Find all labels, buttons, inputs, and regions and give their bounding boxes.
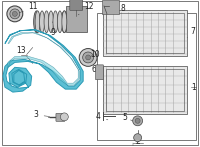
- Text: 5: 5: [123, 113, 133, 122]
- Ellipse shape: [62, 11, 67, 33]
- FancyBboxPatch shape: [96, 65, 103, 80]
- Ellipse shape: [44, 11, 49, 33]
- Ellipse shape: [34, 11, 40, 33]
- Ellipse shape: [35, 11, 40, 33]
- Text: 7: 7: [187, 27, 195, 38]
- Text: 13: 13: [16, 46, 26, 55]
- Circle shape: [83, 52, 94, 63]
- Text: 3: 3: [34, 110, 50, 119]
- Text: 9: 9: [50, 22, 55, 37]
- Circle shape: [10, 9, 20, 19]
- Text: 11: 11: [19, 2, 38, 13]
- Text: 6: 6: [91, 65, 97, 74]
- Text: 4: 4: [96, 112, 108, 121]
- Circle shape: [133, 116, 143, 126]
- Text: 2: 2: [135, 137, 140, 146]
- Ellipse shape: [53, 11, 58, 33]
- Circle shape: [79, 49, 97, 66]
- FancyBboxPatch shape: [103, 10, 187, 56]
- Circle shape: [60, 113, 68, 121]
- Circle shape: [86, 55, 91, 60]
- Ellipse shape: [49, 11, 53, 33]
- FancyBboxPatch shape: [103, 66, 187, 114]
- Text: 1: 1: [191, 83, 196, 92]
- Text: 12: 12: [78, 2, 94, 15]
- Circle shape: [7, 6, 23, 22]
- FancyBboxPatch shape: [66, 6, 87, 32]
- Polygon shape: [8, 33, 79, 85]
- Ellipse shape: [40, 11, 45, 33]
- Polygon shape: [3, 30, 83, 92]
- Circle shape: [134, 134, 142, 142]
- Ellipse shape: [61, 11, 67, 33]
- FancyBboxPatch shape: [56, 113, 65, 121]
- Circle shape: [135, 118, 140, 123]
- FancyBboxPatch shape: [70, 0, 83, 10]
- Text: 10: 10: [90, 50, 100, 59]
- FancyBboxPatch shape: [102, 0, 119, 14]
- Circle shape: [12, 11, 17, 16]
- Ellipse shape: [57, 11, 62, 33]
- Text: 8: 8: [114, 4, 126, 14]
